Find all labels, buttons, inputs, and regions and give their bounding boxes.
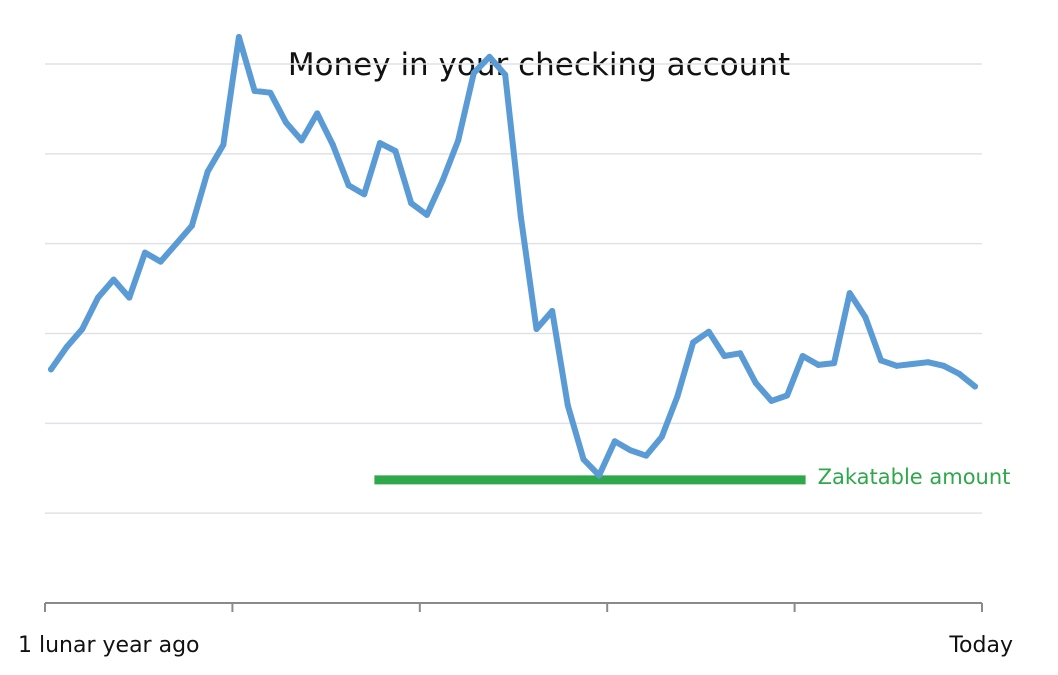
data-point bbox=[909, 361, 916, 368]
data-point bbox=[141, 249, 148, 256]
data-point bbox=[674, 393, 681, 400]
data-point bbox=[173, 240, 180, 247]
data-point bbox=[188, 222, 195, 229]
data-point bbox=[110, 276, 117, 283]
data-point bbox=[48, 366, 54, 373]
data-point bbox=[596, 472, 603, 479]
data-point bbox=[94, 294, 101, 301]
data-point bbox=[893, 362, 900, 369]
data-point bbox=[361, 191, 368, 198]
series-line bbox=[48, 34, 978, 479]
x-tick-label-end: Today bbox=[948, 633, 1013, 658]
data-point bbox=[298, 137, 305, 144]
data-point bbox=[251, 87, 258, 94]
data-point bbox=[972, 383, 978, 390]
data-point bbox=[486, 53, 493, 60]
data-point bbox=[329, 141, 336, 148]
data-point bbox=[533, 326, 540, 333]
series-layer bbox=[48, 34, 978, 479]
data-point bbox=[376, 140, 383, 147]
data-point bbox=[815, 361, 822, 368]
data-point bbox=[752, 379, 759, 386]
data-point bbox=[267, 89, 274, 96]
zakatable-amount-label: Zakatable amount bbox=[818, 465, 1011, 489]
data-point bbox=[470, 69, 477, 76]
annotation-layer: Zakatable amount bbox=[374, 465, 1010, 489]
data-point bbox=[627, 447, 634, 454]
data-point bbox=[220, 141, 227, 148]
data-point bbox=[455, 137, 462, 144]
data-point bbox=[580, 456, 587, 463]
data-point bbox=[940, 362, 947, 369]
data-point bbox=[799, 352, 806, 359]
data-point bbox=[831, 360, 838, 367]
data-point bbox=[721, 352, 728, 359]
data-point bbox=[423, 211, 430, 218]
data-point bbox=[314, 110, 321, 117]
data-point bbox=[690, 339, 697, 346]
data-point bbox=[878, 357, 885, 364]
data-point bbox=[157, 258, 164, 265]
data-point bbox=[392, 148, 399, 155]
data-point bbox=[564, 402, 571, 409]
data-point bbox=[79, 326, 86, 333]
data-point bbox=[737, 350, 744, 357]
data-point bbox=[63, 343, 70, 350]
data-point bbox=[439, 177, 446, 184]
data-point bbox=[784, 392, 791, 399]
data-point bbox=[643, 452, 650, 459]
data-point bbox=[549, 308, 556, 315]
data-point bbox=[862, 314, 869, 321]
data-point bbox=[408, 200, 415, 207]
data-point bbox=[126, 294, 133, 301]
data-point bbox=[768, 397, 775, 404]
x-axis bbox=[44, 602, 983, 612]
chart-title: Money in your checking account bbox=[288, 47, 790, 83]
data-point bbox=[282, 119, 289, 126]
data-point bbox=[925, 359, 932, 366]
data-point bbox=[502, 71, 509, 78]
data-point bbox=[705, 328, 712, 335]
data-point bbox=[204, 168, 211, 175]
data-point bbox=[846, 290, 853, 297]
data-point bbox=[235, 34, 242, 41]
data-point bbox=[345, 182, 352, 189]
data-point bbox=[658, 433, 665, 440]
data-point bbox=[611, 438, 618, 445]
data-point bbox=[517, 213, 524, 220]
x-tick-label-start: 1 lunar year ago bbox=[18, 633, 200, 658]
data-point bbox=[956, 370, 963, 377]
